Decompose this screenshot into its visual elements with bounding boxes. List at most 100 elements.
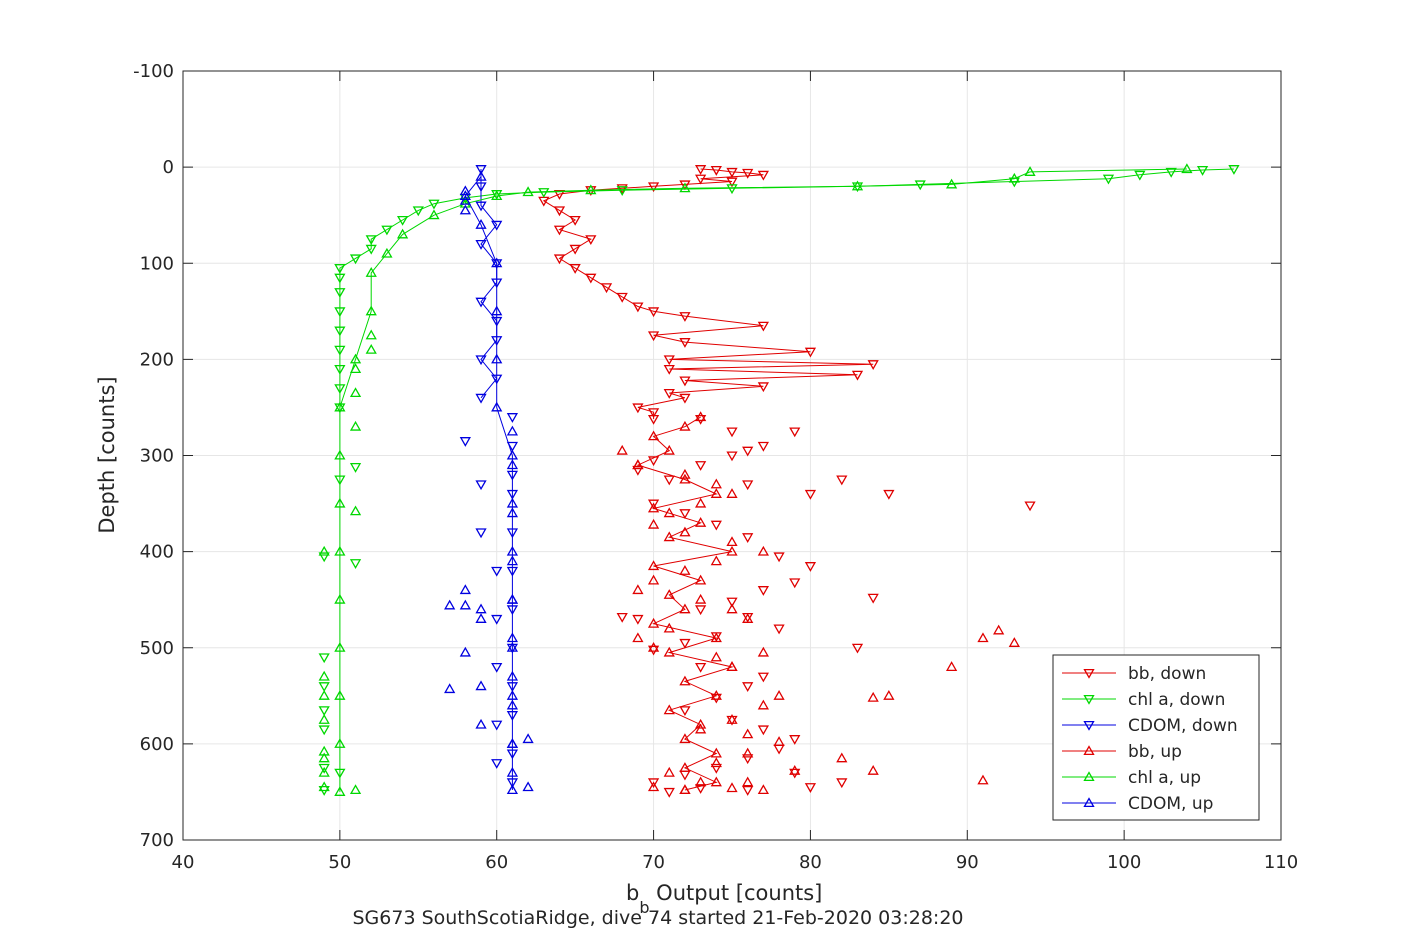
data-point-cdom-up xyxy=(506,459,519,470)
series-chl-a-up xyxy=(318,163,1193,796)
data-point-bb-down xyxy=(695,165,707,175)
data-point-chl-a-up xyxy=(349,784,362,795)
x-tick-label: 80 xyxy=(799,852,822,873)
data-point-cdom-up xyxy=(475,603,487,614)
data-point-cdom-up xyxy=(506,738,519,748)
data-point-cdom-up xyxy=(475,680,487,691)
data-point-bb-down xyxy=(836,475,848,486)
data-point-bb-down xyxy=(851,370,864,381)
y-tick-labels: -100 0 100 200 300 400 500 600 700 xyxy=(133,61,174,851)
data-point-bb-up xyxy=(679,526,691,537)
data-point-cdom-up xyxy=(506,690,519,700)
data-point-bb-down xyxy=(789,578,801,589)
x-axis-label: bb Output [counts] xyxy=(626,881,822,917)
data-point-chl-a-down xyxy=(334,326,346,337)
x-axis-label-subscript: b xyxy=(639,898,649,917)
data-point-bb-up xyxy=(679,473,691,484)
x-tick-label: 110 xyxy=(1264,852,1298,873)
data-point-cdom-down xyxy=(475,528,487,539)
data-point-cdom-up xyxy=(506,641,519,652)
data-point-bb-down xyxy=(585,273,597,284)
data-point-chl-a-down xyxy=(349,559,362,569)
series-bb-down xyxy=(538,165,1036,798)
data-point-chl-a-up xyxy=(585,184,597,195)
data-point-bb-up xyxy=(773,736,785,746)
data-point-bb-down xyxy=(757,586,769,596)
data-point-bb-down xyxy=(663,355,675,366)
data-point-cdom-up xyxy=(506,670,519,681)
data-point-cdom-up xyxy=(491,257,503,268)
data-point-chl-a-up xyxy=(334,449,346,460)
data-point-cdom-up xyxy=(475,218,487,229)
legend-entry-cdom-down: CDOM, down xyxy=(1128,716,1238,736)
data-point-bb-down xyxy=(553,254,566,265)
data-point-bb-down xyxy=(710,520,722,531)
data-point-cdom-up xyxy=(475,718,487,729)
data-point-bb-up xyxy=(616,444,628,455)
data-point-bb-up xyxy=(679,565,691,575)
data-point-bb-up xyxy=(726,603,738,614)
data-point-cdom-up xyxy=(459,204,471,215)
legend-entry-chl-a-down: chl a, down xyxy=(1128,690,1225,710)
data-point-bb-down xyxy=(710,763,722,774)
data-point-chl-a-down xyxy=(428,199,440,210)
data-point-bb-up xyxy=(726,488,738,498)
data-point-bb-down xyxy=(726,167,738,178)
legend-marker-cdom-up xyxy=(1083,797,1095,808)
data-point-bb-up xyxy=(867,764,879,775)
data-point-chl-a-up xyxy=(851,180,864,191)
data-point-cdom-up xyxy=(444,683,456,694)
data-point-cdom-up xyxy=(459,194,471,205)
data-point-bb-up xyxy=(647,560,660,571)
data-point-bb-up xyxy=(679,784,691,795)
y-tick-label: 100 xyxy=(140,253,174,274)
data-point-bb-down xyxy=(726,427,738,438)
data-point-bb-up xyxy=(663,646,675,657)
data-point-cdom-down xyxy=(475,355,487,366)
data-point-bb-up xyxy=(695,718,707,729)
data-point-bb-up xyxy=(789,764,801,775)
data-point-chl-a-down xyxy=(334,364,346,375)
data-point-bb-down xyxy=(663,787,675,798)
data-point-bb-down xyxy=(804,347,817,358)
data-point-chl-a-down xyxy=(334,273,346,284)
data-point-cdom-down xyxy=(491,220,503,231)
data-point-chl-a-down xyxy=(318,763,330,774)
data-point-cdom-down xyxy=(475,182,487,193)
y-tick-label: 400 xyxy=(140,542,174,563)
data-point-bb-down xyxy=(647,307,660,318)
data-point-cdom-up xyxy=(522,733,534,744)
data-point-bb-down xyxy=(742,533,754,544)
data-point-chl-a-up xyxy=(349,353,362,364)
data-point-bb-up xyxy=(945,661,958,671)
legend-entry-cdom-up: CDOM, up xyxy=(1128,794,1213,814)
data-point-cdom-up xyxy=(506,593,519,604)
data-point-chl-a-down xyxy=(365,244,377,255)
data-point-chl-a-down xyxy=(318,552,330,563)
data-point-chl-a-up xyxy=(318,781,330,792)
legend: bb, down chl a, down CDOM, down bb, up chl a… xyxy=(1052,654,1260,821)
data-point-bb-up xyxy=(679,420,691,431)
x-tick-label: 50 xyxy=(328,852,351,873)
data-point-chl-a-up xyxy=(522,186,534,197)
data-point-chl-a-up xyxy=(945,178,958,189)
data-point-bb-up xyxy=(663,704,675,715)
data-point-bb-up xyxy=(710,776,722,787)
data-point-cdom-down xyxy=(475,165,487,175)
data-point-chl-a-down xyxy=(334,288,346,298)
data-point-bb-down xyxy=(742,480,754,491)
data-point-bb-down xyxy=(663,388,675,399)
data-point-bb-down xyxy=(600,283,613,294)
data-point-chl-a-up xyxy=(1181,163,1193,174)
data-point-chl-a-up xyxy=(334,641,346,652)
data-point-cdom-down xyxy=(475,393,487,404)
data-point-bb-down xyxy=(569,244,581,255)
data-point-bb-up xyxy=(742,776,754,787)
data-point-bb-up xyxy=(742,613,754,623)
data-point-chl-a-up xyxy=(365,305,377,316)
data-point-bb-up xyxy=(726,661,738,671)
data-point-bb-down xyxy=(585,235,597,246)
data-point-bb-down xyxy=(647,645,660,656)
data-point-bb-up xyxy=(710,632,722,643)
data-point-chl-a-down xyxy=(616,186,628,197)
